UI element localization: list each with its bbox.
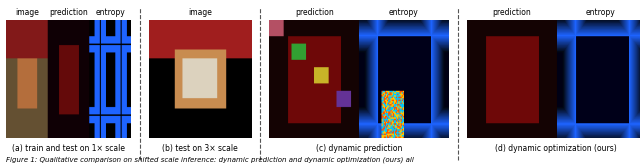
Text: (c) dynamic prediction: (c) dynamic prediction	[316, 144, 402, 154]
Text: entropy: entropy	[586, 8, 616, 17]
Text: (b) test on 3× scale: (b) test on 3× scale	[163, 144, 238, 154]
Text: prediction: prediction	[49, 8, 88, 17]
Text: entropy: entropy	[389, 8, 419, 17]
Text: image: image	[188, 8, 212, 17]
Text: Figure 1: Qualitative comparison on shifted scale inference: dynamic prediction : Figure 1: Qualitative comparison on shif…	[6, 156, 414, 163]
Text: (d) dynamic optimization (ours): (d) dynamic optimization (ours)	[495, 144, 617, 154]
Text: prediction: prediction	[492, 8, 531, 17]
Text: prediction: prediction	[295, 8, 333, 17]
Text: (a) train and test on 1× scale: (a) train and test on 1× scale	[12, 144, 125, 154]
Text: entropy: entropy	[95, 8, 125, 17]
Text: image: image	[15, 8, 39, 17]
